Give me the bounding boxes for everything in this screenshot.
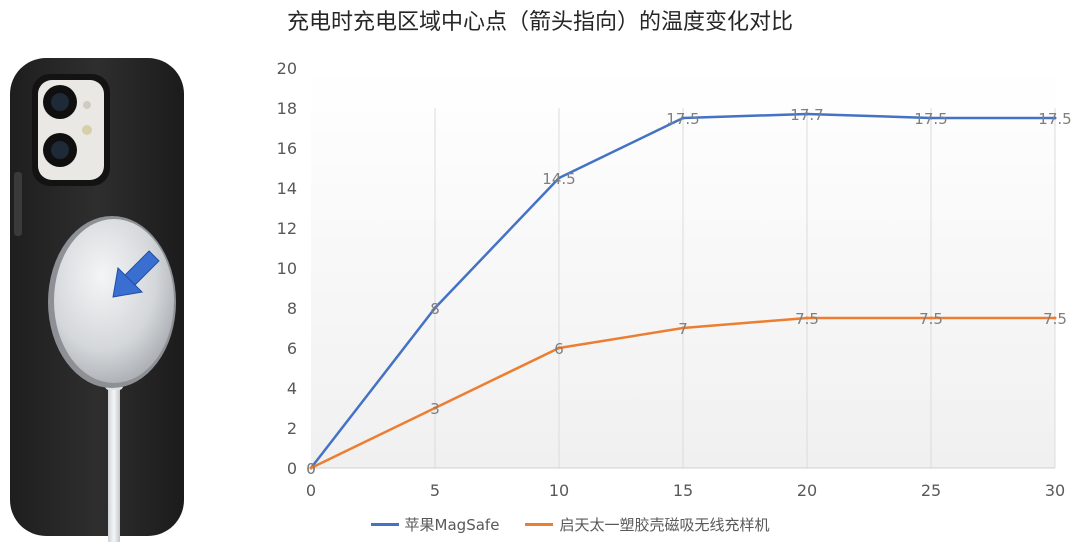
data-point	[557, 176, 561, 180]
data-point	[557, 346, 561, 350]
phone-with-magsafe-charger-icon	[10, 58, 184, 542]
data-point	[1053, 316, 1057, 320]
y-tick-label: 10	[277, 259, 297, 278]
data-label: 7	[678, 320, 688, 338]
y-tick-label: 2	[287, 419, 297, 438]
y-tick-label: 20	[277, 59, 297, 78]
data-label: 7.5	[919, 310, 943, 328]
data-label: 0	[306, 460, 316, 478]
legend: 苹果MagSafe 启天太一塑胶壳磁吸无线充样机	[0, 514, 1080, 535]
legend-swatch-series-2	[525, 523, 554, 526]
legend-label-series-1: 苹果MagSafe	[404, 516, 500, 534]
data-label: 17.5	[914, 110, 947, 128]
legend-swatch-series-1	[370, 523, 399, 526]
legend-item-series-1: 苹果MagSafe	[370, 514, 500, 535]
data-point	[433, 406, 437, 410]
x-tick-label: 5	[430, 481, 440, 500]
data-label: 7.5	[795, 310, 819, 328]
x-tick-label: 0	[306, 481, 316, 500]
x-tick-label: 25	[921, 481, 941, 500]
data-label: 17.5	[1038, 110, 1071, 128]
x-tick-label: 20	[797, 481, 817, 500]
x-tick-label: 15	[673, 481, 693, 500]
data-point	[929, 116, 933, 120]
data-label: 17.7	[790, 106, 823, 124]
data-point	[309, 466, 313, 470]
data-point	[805, 316, 809, 320]
y-tick-label: 18	[277, 99, 297, 118]
data-point	[433, 306, 437, 310]
y-tick-label: 4	[287, 379, 297, 398]
y-tick-label: 6	[287, 339, 297, 358]
data-label: 17.5	[666, 110, 699, 128]
data-label: 6	[554, 340, 564, 358]
x-tick-label: 10	[549, 481, 569, 500]
data-point	[929, 316, 933, 320]
y-tick-label: 16	[277, 139, 297, 158]
y-tick-label: 0	[287, 459, 297, 478]
data-point	[681, 116, 685, 120]
data-point	[805, 112, 809, 116]
legend-label-series-2: 启天太一塑胶壳磁吸无线充样机	[559, 516, 770, 534]
data-label: 8	[430, 300, 440, 318]
data-label: 14.5	[542, 170, 575, 188]
chart-title: 充电时充电区域中心点（箭头指向）的温度变化对比	[286, 10, 793, 35]
y-tick-label: 12	[277, 219, 297, 238]
legend-item-series-2: 启天太一塑胶壳磁吸无线充样机	[525, 514, 769, 535]
data-point	[681, 326, 685, 330]
y-tick-label: 14	[277, 179, 297, 198]
y-tick-label: 8	[287, 299, 297, 318]
x-tick-label: 30	[1045, 481, 1065, 500]
data-label: 0	[306, 460, 316, 478]
data-label: 7.5	[1043, 310, 1067, 328]
data-label: 3	[430, 400, 440, 418]
data-point	[1053, 116, 1057, 120]
